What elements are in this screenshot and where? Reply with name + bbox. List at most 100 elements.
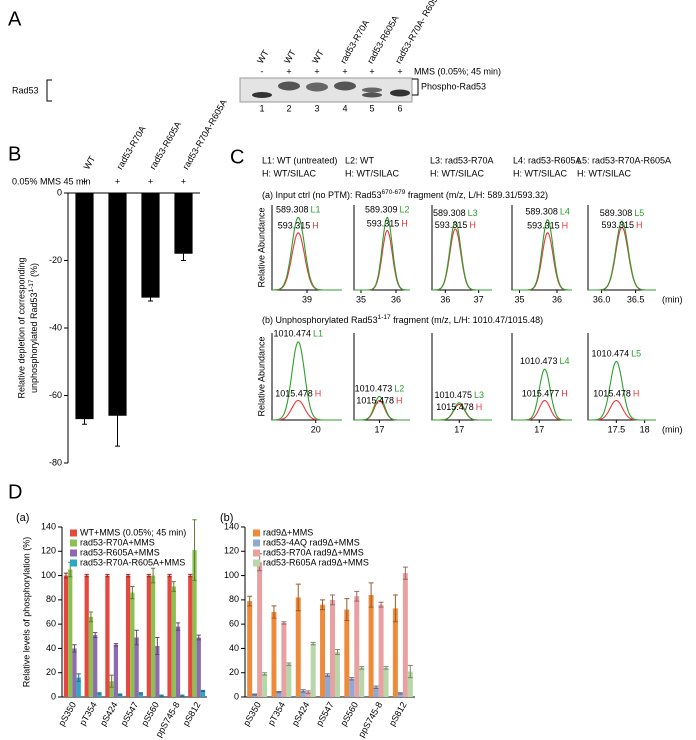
x-tick-label: 36 bbox=[552, 294, 562, 304]
y-axis-label-sup: 1-17 bbox=[28, 279, 35, 292]
treatment-sign: + bbox=[148, 176, 153, 186]
bar bbox=[392, 608, 398, 697]
bar bbox=[174, 193, 193, 254]
chromatogram bbox=[354, 395, 410, 421]
y-axis-label: Relative Abundance bbox=[256, 207, 266, 287]
error-bar bbox=[171, 581, 176, 592]
peak-mz: 593.315 bbox=[435, 221, 468, 231]
panel-label: A bbox=[8, 8, 22, 30]
y-tick-label: 140 bbox=[41, 521, 56, 531]
peak-mz: 589.308 bbox=[433, 209, 466, 219]
legend-label: rad53-R70A rad9Δ+MMS bbox=[263, 547, 364, 557]
lane-number: 1 bbox=[259, 103, 264, 113]
bar bbox=[330, 599, 335, 697]
error-bar bbox=[407, 664, 413, 679]
bar bbox=[334, 652, 340, 697]
bar bbox=[349, 678, 355, 697]
peak-tag: L5 bbox=[634, 209, 644, 219]
peak-label: 589.309 L2 bbox=[365, 205, 410, 215]
peak-label: 1010.475 L3 bbox=[434, 390, 484, 400]
peak-mz: 589.308 bbox=[525, 207, 558, 217]
error-bar bbox=[295, 583, 301, 612]
bar bbox=[368, 595, 374, 697]
x-tick-label: 36 bbox=[391, 294, 401, 304]
error-bar bbox=[247, 595, 253, 607]
peak-tag: L3 bbox=[468, 209, 478, 219]
treatment-label: 0.05% MMS 45 min bbox=[12, 176, 91, 186]
legend-label: rad53-4AQ rad9Δ+MMS bbox=[263, 537, 360, 547]
error-bar bbox=[305, 690, 311, 694]
peak-tag: H bbox=[396, 396, 403, 406]
peak-tag: H bbox=[561, 389, 568, 399]
peak-tag: L1 bbox=[313, 329, 323, 339]
error-bar bbox=[181, 246, 186, 261]
bar bbox=[397, 693, 403, 697]
y-tick-label: 140 bbox=[224, 521, 239, 531]
peak-tag: H bbox=[315, 389, 322, 399]
peak-label: 593.315 H bbox=[601, 221, 642, 231]
peak-label: 1010.474 L1 bbox=[273, 329, 323, 339]
peak-mz: 1010.474 bbox=[273, 329, 311, 339]
bar bbox=[200, 690, 206, 697]
peak-mz: 1010.473 bbox=[355, 384, 393, 394]
legend-heavy: H: WT/SILAC bbox=[430, 168, 485, 178]
x-tick-label: 18 bbox=[640, 424, 650, 434]
error-bar bbox=[88, 611, 94, 623]
legend-label: WT+MMS (0.05%; 45 min) bbox=[80, 527, 186, 537]
error-bar bbox=[334, 649, 340, 655]
peak-tag: L4 bbox=[560, 207, 570, 217]
bar bbox=[320, 604, 326, 697]
x-tick-label: 35 bbox=[514, 294, 524, 304]
x-tick-label: 36 bbox=[440, 294, 450, 304]
treatment-sign: + bbox=[82, 176, 87, 186]
y-axis-label-part: unphosphorylated Rad53 bbox=[29, 292, 39, 393]
error-bar bbox=[300, 689, 306, 693]
y-tick-label: 0 bbox=[57, 187, 62, 197]
peak-tag: L2 bbox=[400, 205, 410, 215]
error-bar bbox=[402, 566, 408, 580]
error-bar bbox=[84, 573, 89, 578]
bar bbox=[171, 586, 176, 697]
error-bar bbox=[72, 644, 77, 653]
bar bbox=[88, 616, 94, 697]
peak-mz: 1015.478 bbox=[356, 396, 394, 406]
y-axis-label: Relative depletion of corresponding bbox=[16, 257, 26, 398]
bar bbox=[300, 690, 306, 697]
peak-mz: 1015.477 bbox=[522, 389, 560, 399]
bar bbox=[281, 622, 287, 697]
peak-label: 589.308 L5 bbox=[600, 209, 645, 219]
peak-label: 1010.474 L5 bbox=[592, 349, 642, 359]
gel-band bbox=[362, 92, 382, 98]
treatment-label: MMS (0.05%; 45 min) bbox=[414, 66, 501, 76]
peak-tag: L5 bbox=[631, 349, 641, 359]
error-bar bbox=[196, 634, 201, 641]
bar bbox=[257, 562, 263, 697]
error-bar bbox=[286, 662, 292, 666]
bar bbox=[276, 692, 282, 697]
gel-band bbox=[390, 89, 410, 97]
error-bar bbox=[383, 666, 389, 670]
lane-number: 3 bbox=[314, 103, 319, 113]
treatment-sign: + bbox=[397, 66, 402, 76]
error-bar bbox=[330, 594, 335, 606]
peak-tag: H bbox=[562, 221, 569, 231]
gel-band bbox=[362, 87, 382, 93]
y-tick-label: 0 bbox=[51, 691, 56, 701]
bar bbox=[109, 681, 114, 697]
y-tick-label: 80 bbox=[229, 594, 239, 604]
bar bbox=[252, 694, 258, 697]
x-tick-label: 39 bbox=[302, 294, 312, 304]
peak-label: 1015.478 H bbox=[356, 396, 402, 406]
lane-number: 5 bbox=[369, 103, 374, 113]
bar bbox=[407, 671, 413, 697]
error-bar bbox=[344, 598, 350, 621]
error-bar bbox=[392, 594, 398, 623]
legend-heavy: H: WT/SILAC bbox=[577, 168, 632, 178]
legend-swatch bbox=[253, 529, 260, 537]
legend-label: rad9Δ+MMS bbox=[263, 527, 313, 537]
peak-mz: 1015.478 bbox=[593, 389, 631, 399]
bar bbox=[138, 693, 143, 697]
bracket bbox=[412, 78, 419, 96]
panel-label: D bbox=[8, 481, 22, 503]
